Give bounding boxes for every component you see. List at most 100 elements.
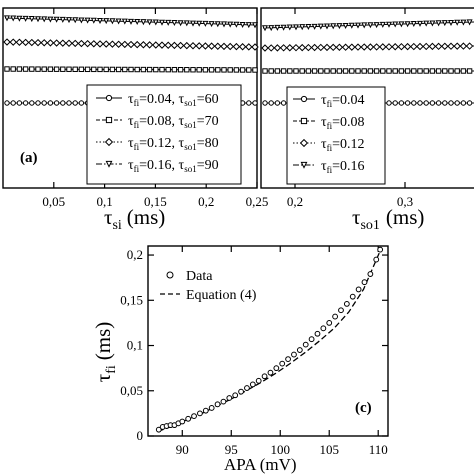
curve-marker (311, 68, 318, 74)
curve-marker (91, 66, 97, 73)
curve-marker (460, 68, 467, 74)
curve-marker (342, 68, 349, 74)
curve-marker (41, 100, 47, 106)
curve-marker (386, 100, 392, 106)
data-point (255, 377, 262, 384)
data-point (179, 418, 186, 425)
data-point (355, 286, 362, 293)
data-point (232, 392, 239, 399)
curve-marker (454, 100, 460, 106)
curve-marker (379, 43, 387, 51)
curve-marker (267, 44, 275, 52)
curve-marker (177, 20, 184, 27)
xtick-label: 105 (319, 442, 339, 457)
panel-a-xlabel: τsi (ms) (104, 205, 165, 233)
curve-marker (196, 67, 202, 73)
curve-marker (60, 100, 66, 106)
curve-marker (66, 100, 72, 106)
curve-marker (171, 66, 178, 73)
curve-marker (202, 67, 209, 73)
curve-marker (59, 39, 67, 47)
data-point (326, 320, 333, 326)
curve-marker (239, 21, 246, 28)
curve-marker (428, 42, 437, 51)
curve-marker (354, 43, 362, 51)
data-points (155, 246, 384, 433)
curve-marker (202, 20, 209, 27)
curve-marker (386, 68, 392, 74)
curve-marker (448, 68, 454, 74)
curve-marker (158, 19, 166, 26)
curve-marker (84, 66, 91, 73)
panel-b-legend-box (286, 86, 386, 185)
curve-marker (41, 16, 48, 23)
curve-marker (410, 42, 418, 51)
curve-marker (84, 17, 91, 24)
curve-marker (171, 20, 178, 27)
curve-marker (379, 21, 386, 28)
curve-marker (441, 20, 448, 27)
data-point (291, 351, 297, 358)
xtick-label: 0,3 (397, 194, 413, 209)
data-point (314, 330, 321, 337)
curve-marker (90, 17, 97, 24)
data-point (361, 279, 368, 286)
data-point (202, 407, 209, 414)
curve-marker (170, 41, 179, 50)
curve-marker (83, 39, 92, 48)
curve-marker (134, 66, 140, 73)
panel-b-frame (260, 7, 474, 189)
curve-marker (299, 24, 306, 31)
curve-marker (208, 67, 215, 73)
curve-marker (385, 21, 393, 28)
curve-marker (323, 43, 331, 52)
curve-marker (416, 20, 424, 27)
curve-marker (164, 41, 172, 49)
panel-c: 90 95 100 105 110 0 0,05 0,1 0,15 0,2 Data Equatio… (91, 245, 389, 474)
panel-c-legend: Data Equation (4) (160, 269, 257, 303)
data-point (214, 401, 221, 408)
xtick-label: 110 (369, 442, 388, 457)
ytick-label: 0 (137, 428, 144, 443)
curve-marker (435, 20, 442, 27)
curve-marker (454, 68, 460, 74)
curve-marker (121, 18, 128, 25)
curve-marker (423, 20, 430, 27)
legend-label-data: Data (186, 269, 213, 284)
curve-marker (72, 17, 79, 24)
curve-marker (287, 68, 293, 74)
curve-marker (46, 39, 55, 47)
xtick-label: 90 (176, 442, 189, 457)
curve-marker (140, 66, 147, 73)
curve-marker (15, 38, 24, 46)
curve-marker (189, 42, 197, 50)
curve-marker (238, 43, 247, 51)
curve-marker (274, 68, 281, 74)
curve-marker (292, 24, 300, 31)
panel-a-legend: τfi=0.04, τso1=60 τfi=0.08, τso1=70 τfi=0.… (86, 84, 242, 185)
curve-marker (280, 100, 287, 106)
curve-marker (128, 66, 134, 73)
panel-b-xlabel: τso1 (ms) (352, 205, 424, 233)
curve-marker (207, 42, 216, 50)
legend-label: τfi=0.08 (321, 115, 365, 131)
legend-marker (105, 116, 113, 124)
curve-marker (366, 43, 375, 51)
curve-marker (305, 68, 312, 74)
curve-marker (372, 43, 381, 51)
curve-marker (435, 100, 442, 106)
curve-marker (16, 66, 23, 72)
data-point (302, 341, 309, 348)
panel-c-tag: (c) (355, 400, 372, 416)
curve-marker (299, 68, 305, 74)
curve-marker (398, 21, 405, 28)
curve-marker (153, 66, 159, 73)
panel-a-frame (2, 7, 258, 189)
curve-marker (152, 19, 159, 26)
panel-a-xaxis: 0,05 0,1 0,15 0,2 0,25 (42, 8, 268, 209)
curve-marker (78, 100, 85, 106)
curve-marker (292, 43, 300, 52)
curve-marker (133, 40, 141, 49)
panel-c-xlabel: APA (mV) (224, 455, 297, 474)
curve-marker (434, 42, 443, 51)
